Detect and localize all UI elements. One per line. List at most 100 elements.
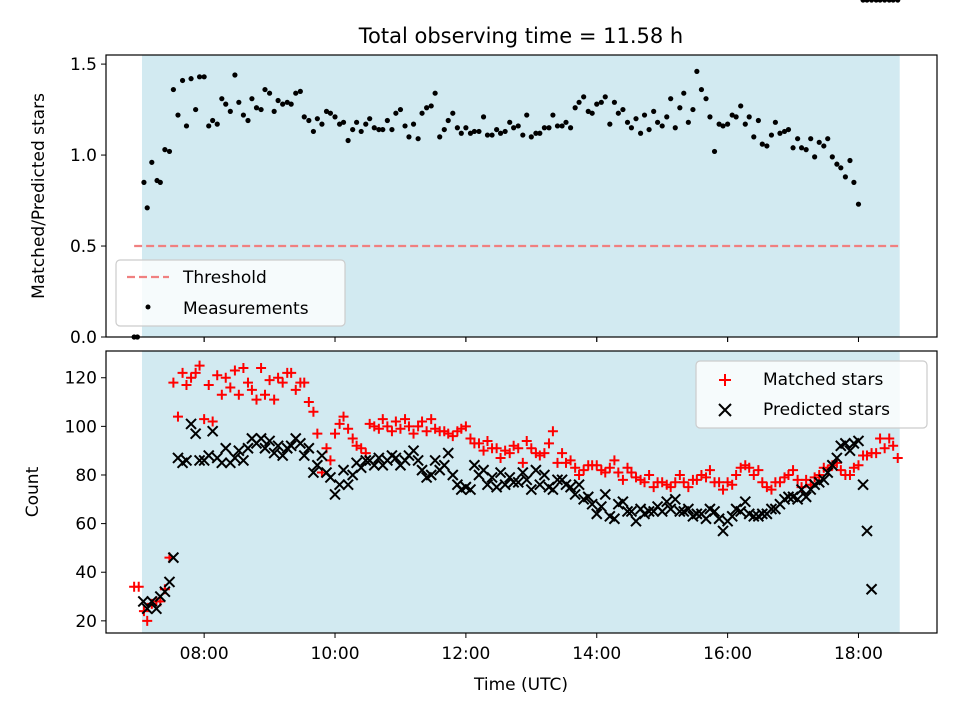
predicted-star-marker [163,576,176,588]
matched-star-marker [552,457,563,468]
count-x-tick-label: 16:00 [703,644,752,664]
predicted-star-marker [591,508,603,520]
predicted-star-marker [360,454,372,467]
predicted-star-marker [674,505,686,518]
measurement-point [615,110,621,116]
matched-star-marker [691,474,702,485]
measurement-point [288,101,294,107]
ratio-y-ticks: 0.0 0.5 1.0 1.5 [70,55,106,348]
matched-star-marker [308,406,319,417]
matched-star-marker [547,426,558,437]
matched-star-marker [600,467,611,478]
matched-star-marker [417,416,428,427]
predicted-star-marker [682,503,695,515]
measurement-point [271,108,277,114]
matched-star-marker [220,372,231,383]
measurement-point [393,110,399,116]
measurement-point [232,72,238,78]
predicted-star-marker [220,442,232,454]
predicted-star-marker [272,440,284,452]
count-x-tick-label: 14:00 [572,644,621,664]
predicted-star-marker [822,466,834,479]
measurement-point [572,105,578,111]
predicted-star-marker [324,471,337,484]
legend-threshold-label: Threshold [182,268,267,288]
measurement-point [834,161,840,167]
measurement-point [384,117,390,124]
x-axis-label: Time (UTC) [473,675,568,695]
measurement-point [515,123,521,129]
predicted-star-marker [734,505,747,518]
predicted-star-marker [582,491,594,503]
measurement-point [795,136,801,142]
predicted-star-marker [791,493,804,506]
predicted-star-marker [621,505,634,518]
measurement-point [319,121,325,127]
measurement-point [371,125,377,131]
matched-star-marker [879,443,890,454]
measurement-point [441,126,447,133]
measurement-point [502,128,508,135]
predicted-star-marker [294,437,307,450]
matched-star-marker [395,423,406,434]
predicted-star-marker [468,459,481,471]
matched-star-marker [460,421,471,432]
measurement-point [742,121,748,127]
matched-star-marker [168,377,179,388]
predicted-star-marker [530,464,542,476]
legend-predicted-swatch [718,403,732,417]
predicted-star-marker [599,488,611,501]
measurement-point [340,119,347,125]
matched-star-marker [199,414,210,425]
matched-star-marker [216,389,227,400]
predicted-star-marker [373,452,385,464]
matched-star-marker [229,365,240,376]
measurement-point [507,119,513,125]
predicted-star-marker [486,471,498,484]
measurement-point [262,86,268,93]
matched-star-marker [273,372,284,383]
matched-star-marker [242,377,253,388]
predicted-star-marker [617,496,629,508]
measurement-point [193,106,199,113]
predicted-star-marker [216,457,228,469]
measurement-point [707,114,713,120]
matched-star-marker [473,438,484,449]
measurement-point [733,114,739,120]
measurement-point [655,119,661,125]
matched-star-marker [875,433,886,444]
measurement-point [611,99,618,105]
predicted-star-marker [547,483,559,496]
measurement-point [711,148,718,155]
measurement-point [236,99,242,105]
matched-star-marker [644,469,655,480]
matched-star-marker [683,482,694,493]
matched-star-marker [753,465,764,476]
predicted-star-marker [285,440,297,452]
matched-star-marker [290,384,301,395]
matched-star-marker [426,414,437,425]
predicted-star-marker [298,449,310,462]
predicted-star-marker [564,481,577,493]
predicted-star-marker [625,505,638,518]
measurement-point [546,125,552,131]
legend-measurements-swatch [145,304,151,310]
measurement-point [598,99,604,105]
measurement-point [258,106,264,113]
measurement-point [432,90,438,96]
predicted-star-marker [333,478,346,491]
measurement-point [877,0,883,3]
measurement-point [868,0,875,3]
predicted-star-marker [316,449,328,462]
count-legend-box [695,360,928,429]
measurement-point [677,105,683,111]
predicted-star-marker [481,478,494,491]
measurement-point [698,86,705,93]
count-y-tick-label: 60 [75,515,97,535]
matched-star-marker [260,389,271,400]
matched-star-marker [190,367,201,378]
predicted-star-marker [861,525,873,537]
measurement-point [533,130,539,136]
measurement-point [581,94,587,100]
matched-star-marker [565,455,576,466]
